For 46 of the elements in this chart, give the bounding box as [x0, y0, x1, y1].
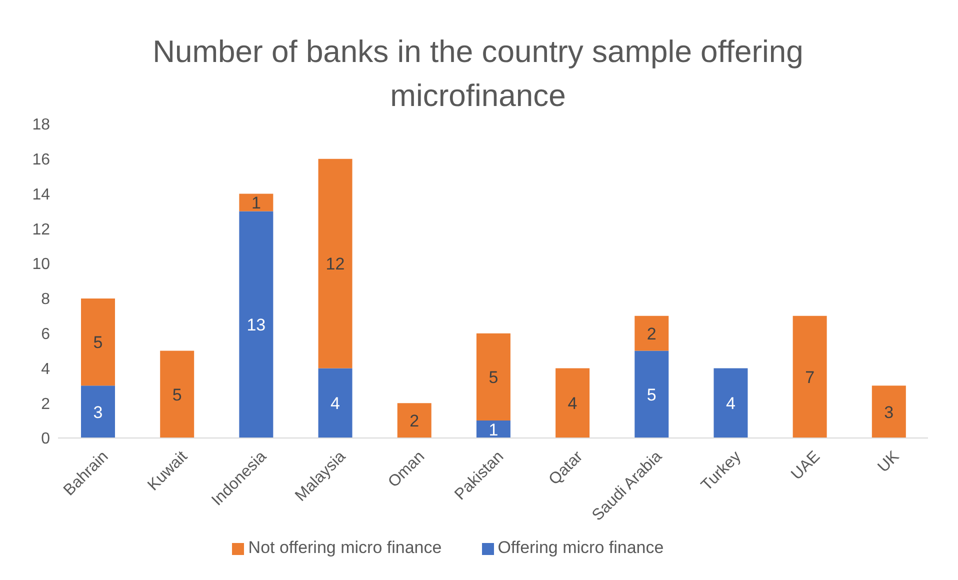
data-label: 5 [488, 368, 498, 387]
y-tick-label: 16 [32, 152, 50, 169]
y-tick-label: 0 [41, 430, 50, 448]
bar [239, 194, 274, 212]
bar [81, 386, 115, 438]
data-label: 5 [93, 333, 103, 352]
bar [160, 350, 194, 438]
bar [397, 403, 432, 438]
bar [476, 333, 510, 421]
bar [634, 316, 669, 351]
data-label: 4 [726, 394, 736, 414]
legend-label: Offering micro finance [498, 538, 664, 557]
legend-label: Not offering micro finance [248, 538, 442, 557]
y-tick-label: 10 [32, 256, 50, 274]
chart-title: Number of banks in the country sample offering microfinance [152, 33, 804, 115]
data-label: 1 [488, 420, 498, 440]
data-label: 2 [410, 412, 420, 431]
y-tick-label: 2 [41, 396, 50, 413]
y-tick-label: 18 [32, 116, 50, 134]
data-label: 3 [93, 402, 103, 422]
y-tick-label: 6 [41, 326, 50, 344]
data-label: 1 [251, 194, 261, 213]
bar [476, 420, 510, 438]
x-tick-label: UK [874, 448, 903, 476]
y-tick-label: 8 [41, 291, 50, 308]
bar [318, 158, 352, 368]
bar [792, 316, 827, 438]
data-label: 3 [884, 402, 894, 422]
bar [872, 386, 906, 438]
y-tick-label: 12 [32, 221, 50, 238]
bar [556, 368, 590, 438]
data-label: 12 [326, 254, 345, 274]
bar [714, 368, 748, 438]
data-label: 13 [246, 316, 266, 335]
data-label: 7 [805, 368, 815, 387]
bar [239, 211, 274, 438]
data-label: 5 [646, 385, 656, 404]
data-label: 4 [568, 394, 578, 414]
y-tick-label: 4 [41, 360, 50, 378]
data-label: 5 [172, 385, 182, 404]
bar [318, 368, 352, 438]
data-label: 4 [330, 394, 340, 414]
bar [634, 350, 669, 438]
bar [81, 298, 115, 386]
data-label: 2 [646, 324, 656, 344]
y-tick-label: 14 [32, 186, 50, 204]
